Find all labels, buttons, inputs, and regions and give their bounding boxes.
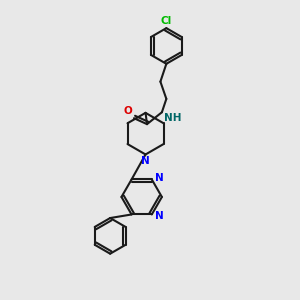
Text: N: N: [155, 211, 164, 221]
Text: Cl: Cl: [161, 16, 172, 26]
Text: O: O: [123, 106, 132, 116]
Text: NH: NH: [164, 113, 182, 123]
Text: N: N: [155, 173, 164, 183]
Text: N: N: [141, 156, 150, 166]
